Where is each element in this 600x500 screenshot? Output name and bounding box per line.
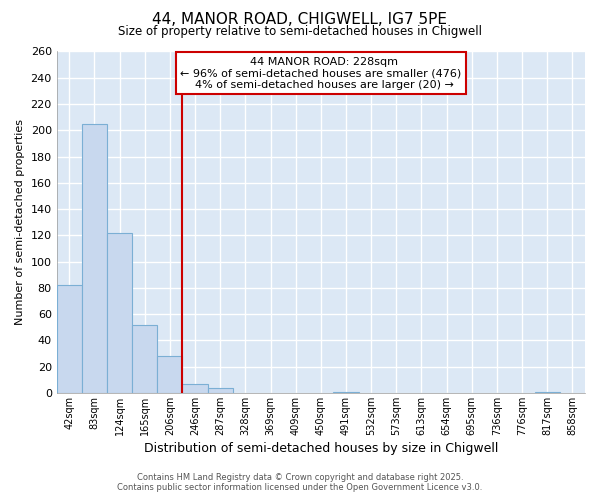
Text: 44, MANOR ROAD, CHIGWELL, IG7 5PE: 44, MANOR ROAD, CHIGWELL, IG7 5PE — [152, 12, 448, 28]
Text: Contains HM Land Registry data © Crown copyright and database right 2025.
Contai: Contains HM Land Registry data © Crown c… — [118, 473, 482, 492]
Bar — [82, 124, 107, 393]
Bar — [334, 392, 359, 393]
Bar — [535, 392, 560, 393]
Text: 44 MANOR ROAD: 228sqm
← 96% of semi-detached houses are smaller (476)
  4% of se: 44 MANOR ROAD: 228sqm ← 96% of semi-deta… — [180, 56, 461, 90]
Bar — [157, 356, 182, 393]
Bar — [107, 232, 132, 393]
Text: Size of property relative to semi-detached houses in Chigwell: Size of property relative to semi-detach… — [118, 25, 482, 38]
Bar — [132, 324, 157, 393]
Bar — [208, 388, 233, 393]
X-axis label: Distribution of semi-detached houses by size in Chigwell: Distribution of semi-detached houses by … — [143, 442, 498, 455]
Y-axis label: Number of semi-detached properties: Number of semi-detached properties — [15, 119, 25, 325]
Bar — [56, 285, 82, 393]
Bar — [182, 384, 208, 393]
